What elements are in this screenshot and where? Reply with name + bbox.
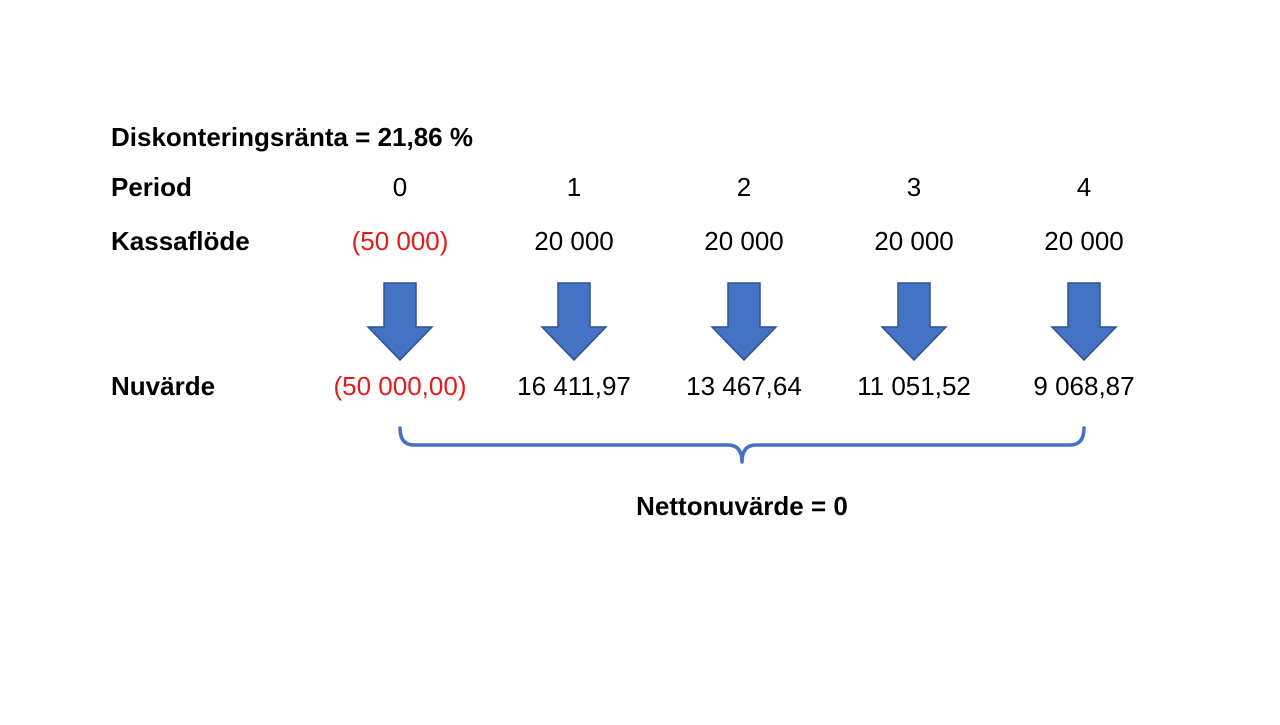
down-arrow <box>880 282 948 362</box>
cell: 4 <box>1077 172 1091 202</box>
row-label: Kassaflöde <box>111 226 250 256</box>
row-label: Period <box>111 172 192 202</box>
arrows <box>366 282 1118 362</box>
cell: 0 <box>393 172 407 202</box>
cell: 2 <box>737 172 751 202</box>
down-arrow <box>1050 282 1118 362</box>
discount-rate: Diskonteringsränta = 21,86 % <box>111 122 473 152</box>
down-arrow <box>710 282 778 362</box>
cell: 1 <box>567 172 581 202</box>
down-arrow <box>366 282 434 362</box>
brace <box>398 426 1086 464</box>
cell: 20 000 <box>704 226 784 256</box>
cell: 20 000 <box>534 226 614 256</box>
cell: 20 000 <box>874 226 954 256</box>
net-present-value: Nettonuvärde = 0 <box>636 491 848 521</box>
cell: 16 411,97 <box>517 371 631 401</box>
cell: 9 068,87 <box>1033 371 1134 401</box>
down-arrow <box>540 282 608 362</box>
cell: 3 <box>907 172 921 202</box>
cell: 20 000 <box>1044 226 1124 256</box>
row-label: Nuvärde <box>111 371 215 401</box>
cell: (50 000,00) <box>334 371 467 401</box>
cell: 11 051,52 <box>857 371 971 401</box>
cell: (50 000) <box>352 226 449 256</box>
cell: 13 467,64 <box>686 371 802 401</box>
